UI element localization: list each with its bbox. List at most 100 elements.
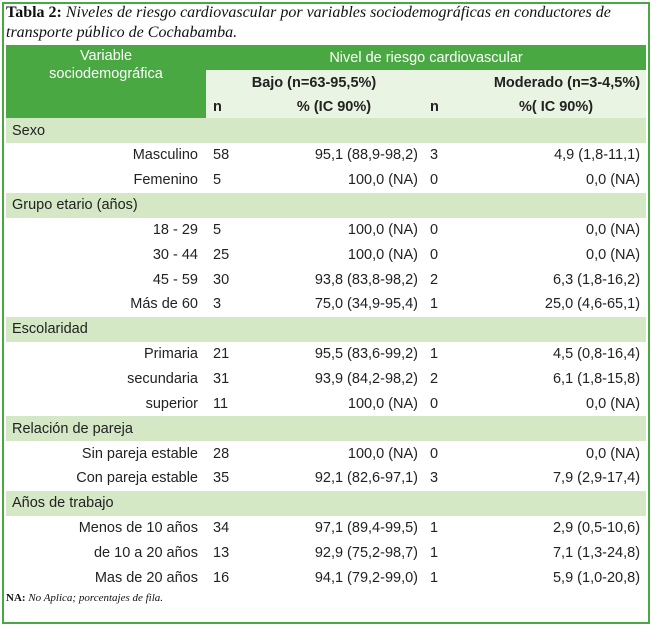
row-label: 45 - 59 — [152, 271, 198, 288]
bajo-pct-cell: 100,0 (NA) — [347, 172, 418, 189]
variable-header: Variable sociodemográfica — [6, 45, 206, 118]
section-row: Escolaridad — [6, 316, 647, 342]
moderado-n-cell: 1 — [430, 296, 439, 313]
bajo-n-cell: 58 — [213, 147, 230, 164]
table-row: Más de 60 3 75,0 (34,9-95,4) 1 25,0 (4,6-65,… — [6, 292, 646, 317]
table-row: 30 - 44 25 100,0 (NA) 0 0,0 (NA) — [6, 242, 646, 267]
section-title: Grupo etario (años) — [6, 192, 647, 218]
moderado-pct-cell: 0,0 (NA) — [586, 172, 641, 189]
row-label: 30 - 44 — [152, 246, 198, 263]
section-title: Relación de pareja — [6, 416, 647, 442]
bajo-n-cell: 5 — [213, 221, 222, 238]
moderado-header: Moderado (n=3-4,5%) — [493, 74, 641, 91]
bajo-pct-cell: 100,0 (NA) — [347, 246, 418, 263]
table-row: 18 - 29 5 100,0 (NA) 0 0,0 (NA) — [6, 218, 646, 243]
bajo-pct-cell: 100,0 (NA) — [347, 395, 418, 412]
row-label: Femenino — [133, 172, 198, 189]
table-row: Menos de 10 años 34 97,1 (89,4-99,5) 1 2,9 (… — [6, 516, 646, 541]
caption-label: Tabla 2: — [6, 4, 62, 21]
risk-table: Variable sociodemográfica Nivel de riesg… — [6, 45, 647, 590]
bajo-pct-cell: 97,1 (89,4-99,5) — [314, 520, 418, 537]
row-label: Masculino — [132, 147, 198, 164]
bajo-pct-cell: 95,5 (83,6-99,2) — [314, 346, 418, 363]
pct2-header: %( IC 90%) — [518, 98, 594, 115]
bajo-header: Bajo (n=63-95,5%) — [251, 74, 377, 91]
table-body: Sexo Masculino 58 95,1 (88,9-98,2) 3 4,9 (1,8… — [6, 118, 647, 590]
row-label: Con pareja estable — [76, 470, 198, 487]
moderado-pct-cell: 0,0 (NA) — [586, 221, 641, 238]
bajo-pct-cell: 92,9 (75,2-98,7) — [314, 544, 418, 561]
bajo-pct-cell: 100,0 (NA) — [347, 221, 418, 238]
moderado-n-cell: 0 — [430, 395, 439, 412]
footnote-label: NA: — [6, 592, 26, 604]
table-row: de 10 a 20 años 13 92,9 (75,2-98,7) 1 7,1 (1… — [6, 541, 646, 566]
bajo-pct-cell: 100,0 (NA) — [347, 445, 418, 462]
row-label: Primaria — [144, 346, 198, 363]
section-row: Grupo etario (años) — [6, 192, 647, 218]
n1-header: n — [213, 98, 222, 115]
bajo-pct-cell: 75,0 (34,9-95,4) — [314, 296, 418, 313]
moderado-pct-cell: 6,3 (1,8-16,2) — [552, 271, 641, 288]
row-label: Sin pareja estable — [81, 445, 198, 462]
section-row: Relación de pareja — [6, 416, 647, 442]
variable-header-line1: Variable — [79, 48, 133, 64]
table-row: 45 - 59 30 93,8 (83,8-98,2) 2 6,3 (1,8-16,2) — [6, 267, 646, 292]
table-row: Primaria 21 95,5 (83,6-99,2) 1 4,5 (0,8-16,4… — [6, 342, 646, 367]
section-title: Años de trabajo — [6, 490, 647, 516]
moderado-pct-cell: 7,1 (1,3-24,8) — [552, 544, 641, 561]
caption-text: Niveles de riesgo cardiovascular por var… — [6, 4, 611, 41]
moderado-n-cell: 0 — [430, 221, 439, 238]
bajo-n-cell: 21 — [213, 346, 230, 363]
bajo-n-cell: 34 — [213, 520, 230, 537]
section-row: Sexo — [6, 118, 647, 143]
bajo-n-cell: 31 — [213, 370, 230, 387]
bajo-n-cell: 16 — [213, 569, 230, 586]
moderado-n-cell: 0 — [430, 246, 439, 263]
bajo-n-cell: 25 — [213, 246, 230, 263]
moderado-n-cell: 3 — [430, 147, 439, 164]
bajo-pct-cell: 94,1 (79,2-99,0) — [314, 569, 418, 586]
moderado-n-cell: 2 — [430, 271, 439, 288]
bajo-pct-cell: 93,9 (84,2-98,2) — [314, 370, 418, 387]
bajo-pct-cell: 92,1 (82,6-97,1) — [314, 470, 418, 487]
row-label: de 10 a 20 años — [93, 544, 198, 561]
bajo-n-cell: 28 — [213, 445, 230, 462]
section-title: Escolaridad — [6, 316, 647, 342]
bajo-n-cell: 30 — [213, 271, 230, 288]
moderado-pct-cell: 0,0 (NA) — [586, 395, 641, 412]
pct1-header: % (IC 90%) — [296, 98, 372, 115]
moderado-pct-cell: 25,0 (4,6-65,1) — [544, 296, 641, 313]
bajo-n-cell: 13 — [213, 544, 230, 561]
row-label: Menos de 10 años — [78, 520, 198, 537]
moderado-pct-cell: 2,9 (0,5-10,6) — [552, 520, 641, 537]
n2-header: n — [430, 98, 439, 115]
footnote-text: No Aplica; porcentajes de fila. — [28, 592, 164, 604]
risk-level-header: Nivel de riesgo cardiovascular — [206, 45, 647, 70]
moderado-n-cell: 1 — [430, 544, 439, 561]
section-title: Sexo — [6, 118, 647, 143]
table-row: Sin pareja estable 28 100,0 (NA) 0 0,0 (NA) — [6, 441, 646, 466]
moderado-pct-cell: 0,0 (NA) — [586, 445, 641, 462]
table-row: Mas de 20 años 16 94,1 (79,2-99,0) 1 5,9 (1,… — [6, 565, 646, 590]
table-caption: Tabla 2: Niveles de riesgo cardiovascula… — [6, 3, 646, 43]
moderado-pct-cell: 0,0 (NA) — [586, 246, 641, 263]
bajo-n-cell: 35 — [213, 470, 230, 487]
table-row: Femenino 5 100,0 (NA) 0 0,0 (NA) — [6, 168, 646, 193]
moderado-n-cell: 0 — [430, 445, 439, 462]
moderado-n-cell: 2 — [430, 370, 439, 387]
bajo-n-cell: 5 — [213, 172, 222, 189]
table-footnote: NA: No Aplica; porcentajes de fila. — [6, 592, 163, 604]
section-row: Años de trabajo — [6, 490, 647, 516]
moderado-n-cell: 1 — [430, 520, 439, 537]
moderado-pct-cell: 4,5 (0,8-16,4) — [552, 346, 641, 363]
table-row: secundaria 31 93,9 (84,2-98,2) 2 6,1 (1,8-15… — [6, 367, 646, 392]
row-label: Más de 60 — [130, 296, 198, 313]
row-label: superior — [145, 395, 198, 412]
row-label: 18 - 29 — [152, 221, 198, 238]
table-row: Con pareja estable 35 92,1 (82,6-97,1) 3 7,9… — [6, 466, 646, 491]
row-label: secundaria — [127, 370, 198, 387]
table-row: Masculino 58 95,1 (88,9-98,2) 3 4,9 (1,8-11,… — [6, 143, 646, 168]
bajo-n-cell: 11 — [213, 395, 229, 412]
moderado-pct-cell: 7,9 (2,9-17,4) — [552, 470, 641, 487]
moderado-n-cell: 1 — [430, 569, 439, 586]
